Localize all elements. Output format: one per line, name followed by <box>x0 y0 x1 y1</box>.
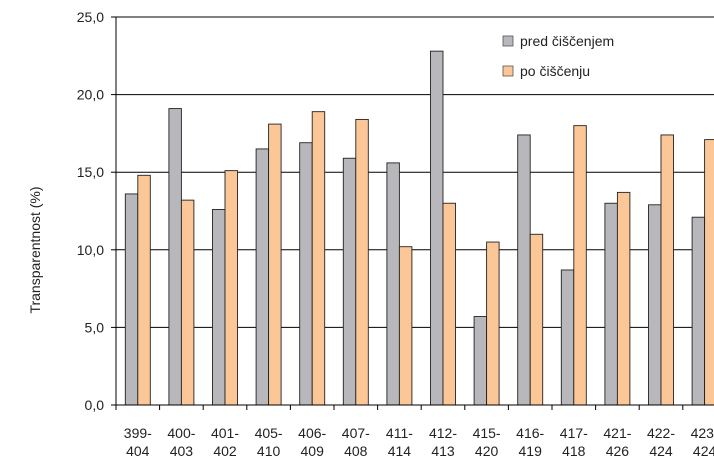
x-tick-label-line2: 408 <box>344 443 368 459</box>
x-tick-label-line2: 418 <box>562 443 586 459</box>
x-tick-label-line1: 412- <box>429 425 457 441</box>
x-tick-label-line2: 424 <box>649 443 673 459</box>
bar-pred-ciscenjem <box>648 204 662 406</box>
bar-pred-ciscenjem <box>604 202 618 406</box>
bar-po-ciscenju <box>268 123 282 406</box>
legend: pred čiščenjem po čiščenju <box>502 33 614 79</box>
y-tick-label: 20,0 <box>77 87 104 103</box>
bar-po-ciscenju <box>529 233 544 406</box>
bar-po-ciscenju <box>704 139 714 406</box>
x-tick-label-line1: 411- <box>386 425 413 441</box>
y-tick-label: 15,0 <box>77 164 104 180</box>
bar-po-ciscenju <box>180 199 195 406</box>
x-tick-label-line1: 405- <box>255 425 283 441</box>
x-tick-label-line1: 401- <box>211 425 239 441</box>
x-tick-label-line1: 421- <box>603 425 631 441</box>
bar-pred-ciscenjem <box>212 208 226 406</box>
x-tick-label-line2: 414 <box>388 443 412 459</box>
bar-po-ciscenju <box>311 111 326 406</box>
x-tick-label-line1: 416- <box>516 425 544 441</box>
bar-pred-ciscenjem <box>342 157 357 406</box>
x-tick-label-line2: 426 <box>606 443 630 459</box>
bar-po-ciscenju <box>573 125 587 406</box>
x-tick-labels: 399- 404 400- 403 401- 402 405- 410 406- 409 407- 4… <box>124 425 714 459</box>
bar-pred-ciscenjem <box>255 148 270 406</box>
legend-swatch-po <box>502 65 514 77</box>
bar-po-ciscenju <box>224 170 238 406</box>
x-tick-label-line1: 415- <box>473 425 501 441</box>
y-tick-label: 0,0 <box>85 397 105 413</box>
bars <box>124 50 714 406</box>
x-tick-label-line2: 404 <box>126 443 150 459</box>
bar-po-ciscenju <box>442 202 456 406</box>
x-tick-label-line1: 407- <box>342 425 370 441</box>
x-tick-label-line1: 417- <box>560 425 588 441</box>
x-tick-label-line2: 403 <box>170 443 194 459</box>
x-tick-label-line1: 406- <box>298 425 326 441</box>
bar-pred-ciscenjem <box>691 216 706 406</box>
bar-pred-ciscenjem <box>168 108 182 406</box>
legend-label-po: po čiščenju <box>520 63 590 79</box>
y-tick-labels: 0,0 5,0 10,0 15,0 20,0 25,0 <box>77 9 104 413</box>
x-tick-label-line1: 400- <box>167 425 195 441</box>
y-axis-label: Transparentnost (%) <box>27 186 43 313</box>
bar-pred-ciscenjem <box>560 269 575 406</box>
x-tick-label-line2: 424 <box>693 443 714 459</box>
x-tick-label-line2: 420 <box>475 443 499 459</box>
y-tick-label: 25,0 <box>77 9 104 25</box>
bar-pred-ciscenjem <box>517 134 531 406</box>
x-tick-label-line2: 410 <box>257 443 281 459</box>
x-tick-label-line2: 413 <box>431 443 455 459</box>
x-tick-label-line2: 402 <box>213 443 237 459</box>
bar-po-ciscenju <box>660 134 674 406</box>
x-tick-label-line1: 422- <box>647 425 675 441</box>
legend-swatch-pred <box>502 35 514 47</box>
bar-pred-ciscenjem <box>430 50 444 406</box>
x-tick-label-line1: 399- <box>124 425 152 441</box>
bar-po-ciscenju <box>398 246 413 406</box>
axes <box>111 16 714 410</box>
bar-pred-ciscenjem <box>386 162 400 406</box>
bar-po-ciscenju <box>486 241 500 406</box>
y-tick-label: 5,0 <box>85 319 105 335</box>
bar-po-ciscenju <box>137 174 151 406</box>
x-tick-label-line1: 423- <box>691 425 714 441</box>
bar-pred-ciscenjem <box>124 193 139 406</box>
legend-label-pred: pred čiščenjem <box>520 33 614 49</box>
bar-pred-ciscenjem <box>473 316 488 406</box>
x-tick-label-line2: 409 <box>301 443 325 459</box>
y-tick-label: 10,0 <box>77 242 104 258</box>
x-tick-label-line2: 419 <box>519 443 543 459</box>
bar-po-ciscenju <box>355 118 369 406</box>
bar-pred-ciscenjem <box>299 142 313 406</box>
bar-po-ciscenju <box>616 191 631 406</box>
